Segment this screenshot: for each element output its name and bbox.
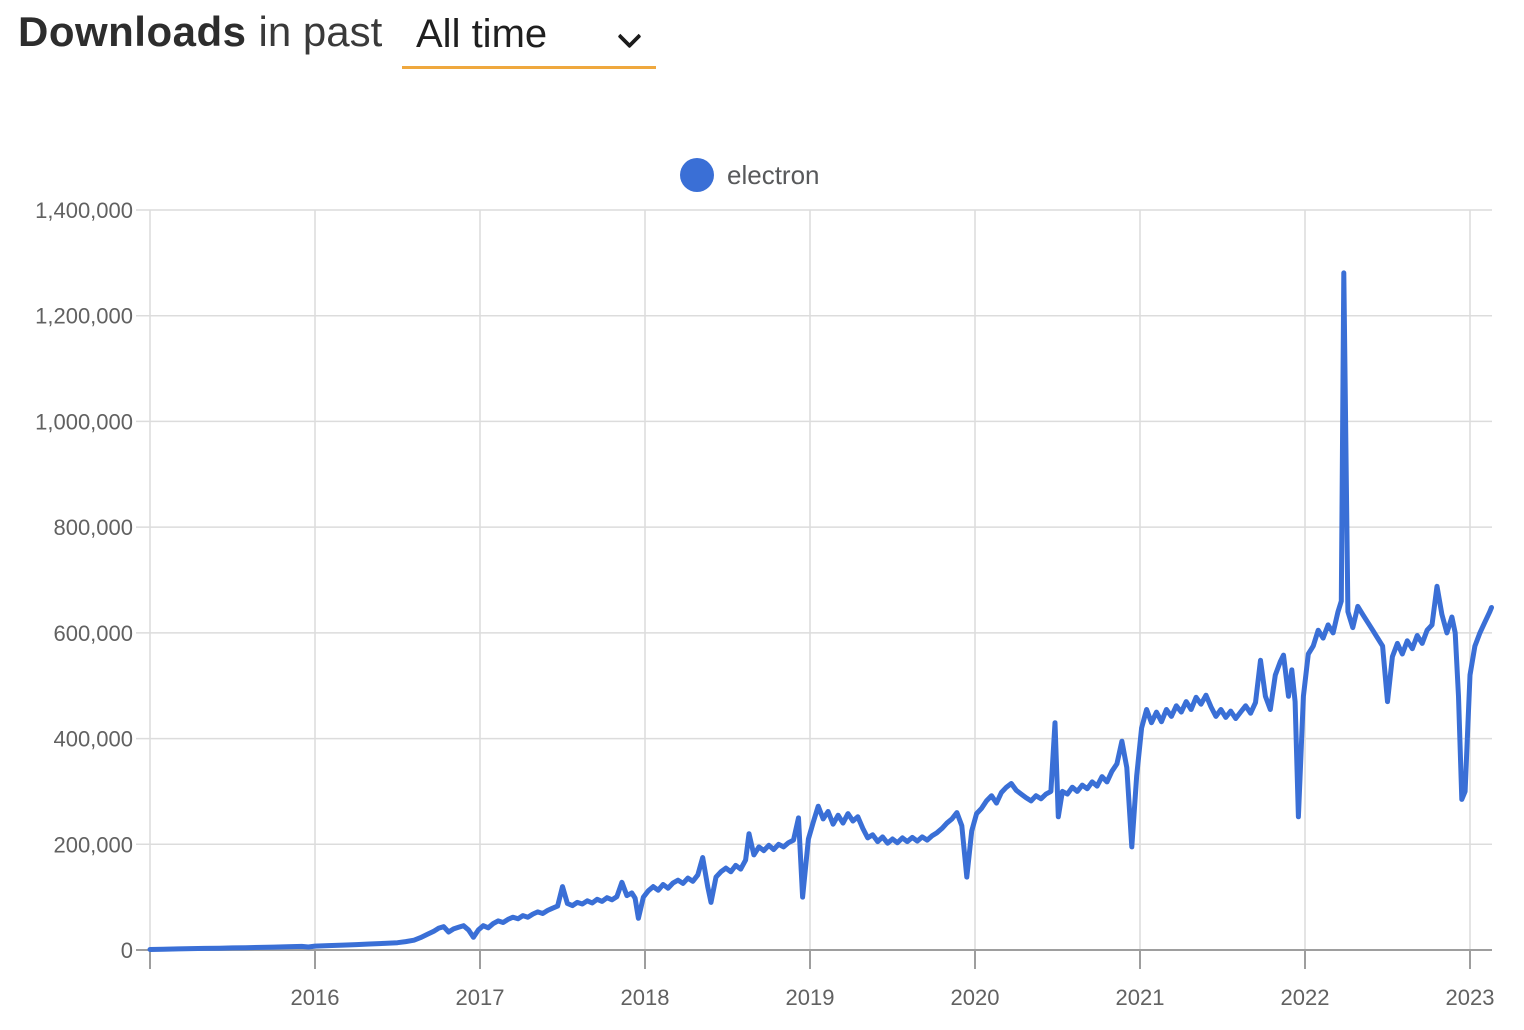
y-tick-label: 1,000,000 xyxy=(35,409,133,434)
chart-legend: electron xyxy=(680,158,820,192)
y-tick-label: 800,000 xyxy=(53,515,133,540)
legend-dot-icon xyxy=(680,158,714,192)
page-title: Downloads in past xyxy=(18,8,382,56)
y-grid: 0 200,000 400,000 600,000 800,000 1,000,000 1,… xyxy=(35,198,1492,963)
x-tick-label: 2023 xyxy=(1446,985,1495,1010)
series-line-electron xyxy=(147,270,1494,952)
x-tick-label: 2019 xyxy=(786,985,835,1010)
y-tick-label: 600,000 xyxy=(53,621,133,646)
title-in-past: in past xyxy=(258,8,383,55)
x-tick-label: 2018 xyxy=(621,985,670,1010)
x-grid: 2016 2017 2018 2019 2020 2021 2022 2023 xyxy=(149,210,1495,1010)
x-tick-label: 2022 xyxy=(1281,985,1330,1010)
y-tick-label: 200,000 xyxy=(53,832,133,857)
y-tick-label: 400,000 xyxy=(53,727,133,752)
time-range-dropdown[interactable]: All time xyxy=(402,6,656,69)
y-tick-label: 1,400,000 xyxy=(35,198,133,223)
x-tick-label: 2017 xyxy=(456,985,505,1010)
x-tick-label: 2021 xyxy=(1116,985,1165,1010)
time-range-value: All time xyxy=(416,12,548,56)
y-tick-label: 0 xyxy=(121,938,133,963)
y-tick-label: 1,200,000 xyxy=(35,304,133,329)
legend-label: electron xyxy=(727,159,820,190)
title-downloads: Downloads xyxy=(18,8,247,55)
x-tick-label: 2016 xyxy=(291,985,340,1010)
x-tick-label: 2020 xyxy=(951,985,1000,1010)
